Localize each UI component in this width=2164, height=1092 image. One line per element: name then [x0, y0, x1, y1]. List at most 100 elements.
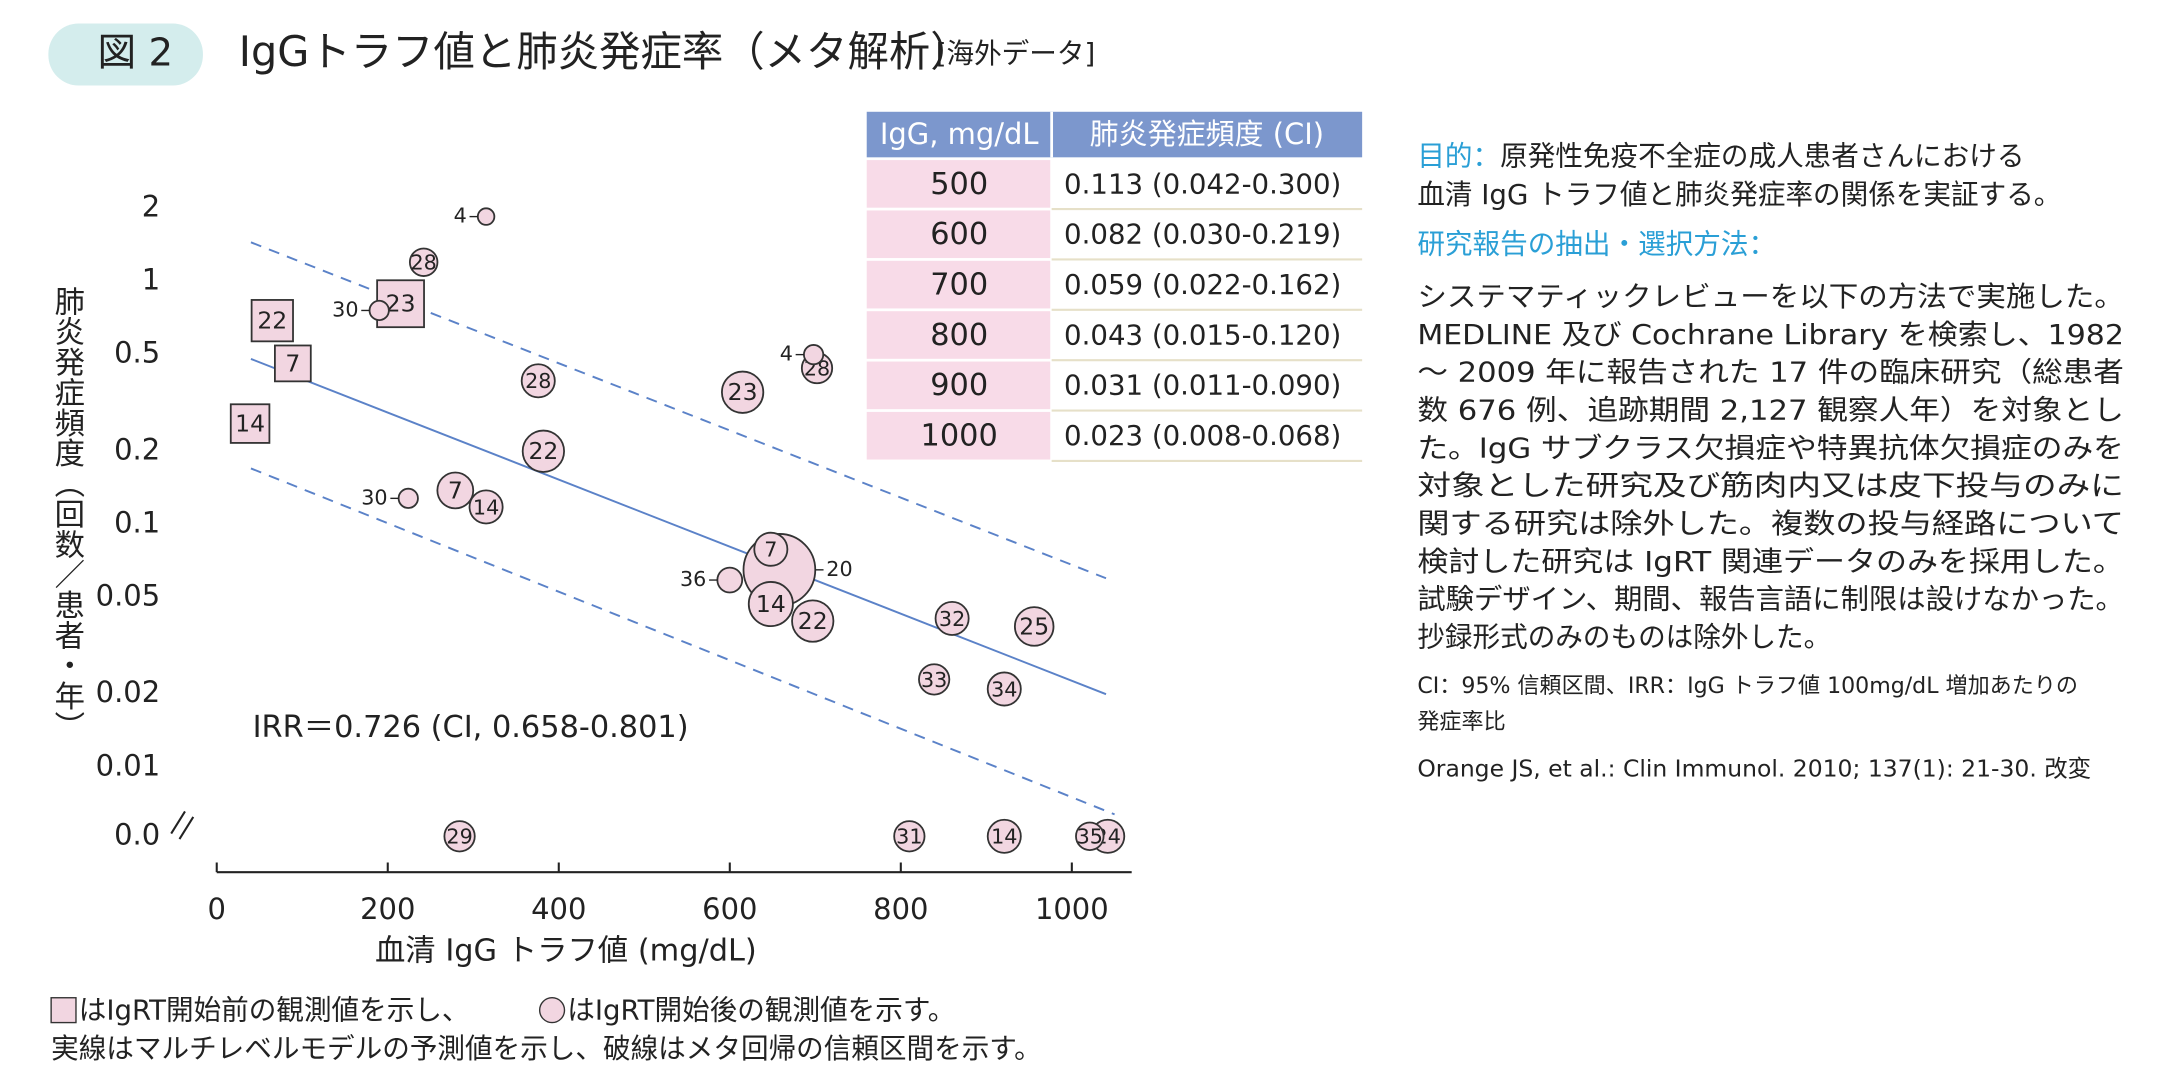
table-cell: 0.023 (0.008-0.068) — [1064, 419, 1341, 452]
purpose-line: 血清 IgG トラフ値と肺炎発症率の関係を実証する。 — [1417, 178, 2061, 211]
citation: Orange JS, et al.: Clin Immunol. 2010; 1… — [1417, 755, 2091, 783]
note: CI：95% 信頼区間、IRR：IgG トラフ値 100mg/dL 増加あたりの — [1417, 674, 2078, 699]
point-circle — [986, 818, 1022, 854]
table-cell: 700 — [930, 268, 988, 303]
x-tick-label: 800 — [873, 892, 928, 926]
point-circle — [521, 429, 565, 473]
table-cell-bg — [866, 160, 1051, 208]
point-label: 20 — [826, 557, 852, 581]
point-circle — [934, 600, 970, 636]
y-tick-label: 0.02 — [96, 675, 161, 709]
point-label: 35 — [1077, 825, 1103, 849]
table-cell: 0.031 (0.011-0.090) — [1064, 369, 1341, 402]
method-heading: 研究報告の抽出・選択方法： — [1417, 228, 1776, 261]
point-circle — [893, 820, 926, 853]
point-label: 25 — [1019, 612, 1049, 640]
point-label: 4 — [780, 342, 793, 366]
figure-label: 図 2 — [98, 31, 173, 76]
table-cell-bg — [1053, 260, 1363, 309]
note: 発症率比 — [1417, 710, 1505, 735]
table-cell: 900 — [930, 368, 988, 403]
y-tick-label: 1 — [142, 262, 160, 296]
method-line: 抄録形式のみのものは除外した。 — [1417, 620, 1831, 653]
point-label: 32 — [939, 607, 965, 631]
point-label: 36 — [680, 567, 706, 591]
table-cell-bg — [1053, 160, 1363, 208]
point-label: 22 — [528, 437, 558, 465]
y-tick-label: 0.1 — [114, 505, 160, 539]
table-cell: 500 — [930, 167, 988, 202]
method-line: 検討した研究は IgRT 関連データのみを採用した。 — [1417, 545, 2124, 578]
point-label: 31 — [896, 825, 922, 849]
legend-circle — [538, 997, 566, 1024]
point-label: 28 — [525, 369, 551, 393]
table-cell: 0.059 (0.022-0.162) — [1064, 268, 1341, 301]
title: IgGトラフ値と肺炎発症率（メタ解析） — [239, 28, 972, 76]
point-circle — [1013, 606, 1055, 647]
point-label: 4 — [454, 204, 467, 228]
y-tick-label: 0.01 — [96, 748, 161, 782]
point-circle — [476, 207, 496, 226]
point-circle — [1075, 821, 1105, 851]
point-circle — [443, 820, 476, 853]
annotation: IRR＝0.726 (CI, 0.658-0.801) — [253, 710, 689, 745]
method-line: 〜 2009 年に報告された 17 件の臨床研究（総患者 — [1417, 356, 2124, 389]
y-axis-label: 肺炎発症頻度（回数／患者・年） — [49, 286, 85, 741]
table-cell-bg — [1053, 311, 1363, 359]
point-circle — [747, 581, 794, 628]
point-square — [250, 299, 294, 343]
legend-text: はIgRT開始後の観測値を示す。 — [567, 994, 955, 1027]
point-label: 22 — [257, 307, 287, 335]
point-circle — [918, 663, 951, 696]
table-cell: 0.082 (0.030-0.219) — [1064, 218, 1341, 251]
table-header-cell: IgG, mg/dL — [880, 117, 1039, 151]
point-circle — [468, 489, 504, 525]
point-circle — [408, 247, 439, 277]
point-circle — [721, 370, 765, 414]
axis-break — [170, 810, 195, 840]
point-label: 30 — [361, 485, 387, 509]
ci-line — [250, 467, 1115, 816]
point-circle — [716, 566, 744, 594]
point-label: 14 — [235, 409, 265, 437]
table-cell-bg — [866, 210, 1051, 259]
point-label: 14 — [473, 495, 499, 519]
legend-text: 実線はマルチレベルモデルの予測値を示し、破線はメタ回帰の信頼区間を示す。 — [51, 1032, 1042, 1065]
point-label: 7 — [764, 538, 777, 562]
purpose-line: 目的：原発性免疫不全症の成人患者さんにおける — [1417, 139, 2024, 172]
figure-badge — [48, 23, 203, 86]
point-label: 22 — [798, 607, 828, 635]
method-line: た。IgG サブクラス欠損症や特異抗体欠損症のみを — [1417, 431, 2124, 464]
table-cell: 600 — [930, 217, 988, 252]
table-cell-bg — [866, 361, 1051, 410]
table-cell-bg — [866, 311, 1051, 359]
point-circle — [368, 299, 390, 322]
method-line: MEDLINE 及び Cochrane Library を検索し、1982 — [1417, 318, 2124, 351]
x-tick-label: 0 — [208, 892, 226, 926]
point-square — [274, 344, 312, 383]
method-line: システマティックレビューを以下の方法で実施した。 — [1417, 280, 2124, 313]
point-label: 28 — [411, 251, 437, 275]
table-cell-bg — [866, 260, 1051, 309]
legend-text: はIgRT開始前の観測値を示し、 — [79, 994, 470, 1027]
point-circle — [753, 531, 789, 567]
point-label: 29 — [446, 825, 472, 849]
x-axis-label: 血清 IgG トラフ値 (mg/dL) — [375, 934, 757, 969]
table-cell-bg — [866, 411, 1051, 460]
y-tick-label: 0.05 — [96, 579, 161, 613]
point-label: 23 — [386, 290, 416, 318]
purpose-text: 原発性免疫不全症の成人患者さんにおける — [1500, 139, 2024, 172]
table-header-bg — [866, 111, 1363, 158]
y-tick-label: 0.2 — [114, 432, 160, 466]
x-tick-label: 600 — [702, 892, 757, 926]
regression-line — [250, 358, 1107, 696]
table-cell: 0.043 (0.015-0.120) — [1064, 318, 1341, 351]
point-label: 7 — [448, 476, 463, 504]
point-label: 30 — [332, 297, 358, 321]
title-note: [海外データ] — [936, 37, 1096, 70]
point-square — [229, 403, 271, 444]
point-circle — [520, 363, 556, 399]
x-tick-label: 400 — [531, 892, 586, 926]
table-cell: 0.113 (0.042-0.300) — [1064, 167, 1341, 200]
